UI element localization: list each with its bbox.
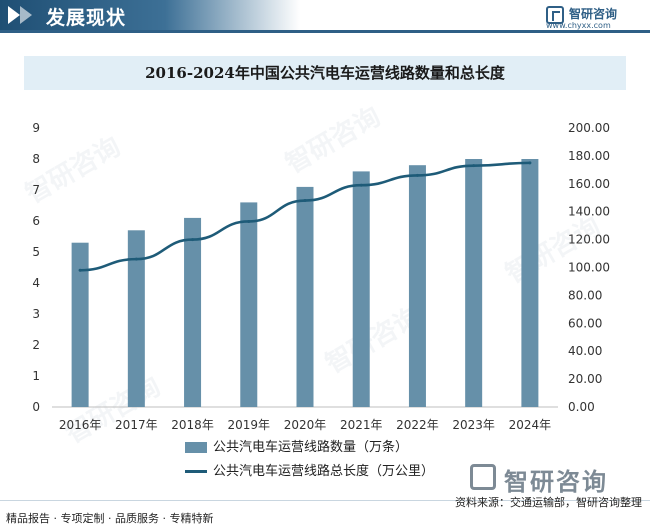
- bar: [184, 217, 202, 407]
- y-left-tick-label: 5: [32, 245, 40, 259]
- y-right-tick-label: 160.00: [568, 177, 610, 191]
- bar: [71, 242, 89, 407]
- line-point: [134, 257, 138, 261]
- legend-item-line: 公共汽电车运营线路总长度（万公里）: [185, 460, 435, 479]
- line-point: [359, 183, 363, 187]
- y-right-tick-label: 60.00: [568, 316, 602, 330]
- chart-title-box: 2016-2024年中国公共汽电车运营线路数量和总长度: [24, 56, 626, 90]
- y-left-tick-label: 3: [32, 307, 40, 321]
- arrow-icon: [8, 6, 20, 24]
- y-right-tick-label: 80.00: [568, 288, 602, 302]
- x-tick-label: 2018年: [171, 418, 214, 432]
- section-title: 发展现状: [46, 7, 127, 29]
- y-right-tick-label: 200.00: [568, 121, 610, 135]
- page-header: 发展现状 智研咨询 www.chyxx.com: [0, 0, 650, 34]
- line-point: [191, 238, 195, 242]
- data-source: 资料来源：交通运输部，智研咨询整理: [455, 496, 642, 509]
- line-point: [472, 164, 476, 168]
- x-tick-label: 2017年: [115, 418, 158, 432]
- legend-swatch: [185, 470, 207, 473]
- x-tick-label: 2020年: [284, 418, 327, 432]
- line-point: [78, 268, 82, 272]
- y-right-tick-label: 0.00: [568, 400, 595, 414]
- logo-url: www.chyxx.com: [546, 21, 611, 30]
- page-footer: 精品报告 · 专项定制 · 品质服务 · 专精特新 资料来源：交通运输部，智研咨…: [0, 496, 650, 526]
- footer-tagline: 精品报告 · 专项定制 · 品质服务 · 专精特新: [6, 512, 214, 525]
- y-left-tick-label: 1: [32, 369, 40, 383]
- x-tick-label: 2023年: [452, 418, 495, 432]
- arrow-icon: [20, 6, 32, 24]
- logo-name: 智研咨询: [569, 7, 618, 21]
- x-tick-label: 2021年: [340, 418, 383, 432]
- footer-divider: [0, 500, 650, 501]
- bar: [521, 159, 539, 407]
- bar: [296, 186, 314, 407]
- bottom-logo-name: 智研咨询: [504, 468, 608, 496]
- header-divider: [0, 30, 650, 33]
- y-right-tick-label: 100.00: [568, 261, 610, 275]
- x-tick-label: 2024年: [509, 418, 552, 432]
- legend-item-bar: 公共汽电车运营线路数量（万条）: [185, 436, 409, 455]
- line-point: [247, 219, 251, 223]
- y-left-tick-label: 8: [32, 152, 40, 166]
- logo-icon: [470, 464, 496, 490]
- bar: [240, 202, 258, 407]
- legend-label: 公共汽电车运营线路数量（万条）: [213, 440, 409, 455]
- line-point: [528, 161, 532, 165]
- y-right-tick-label: 120.00: [568, 233, 610, 247]
- y-left-tick-label: 7: [32, 183, 40, 197]
- y-right-tick-label: 180.00: [568, 149, 610, 163]
- logo-icon: [546, 6, 564, 24]
- header-banner: 发展现状: [0, 0, 300, 30]
- brand-logo: 智研咨询 www.chyxx.com: [546, 4, 636, 30]
- legend-swatch: [185, 442, 207, 453]
- y-left-tick-label: 2: [32, 338, 40, 352]
- legend-label: 公共汽电车运营线路总长度（万公里）: [213, 464, 435, 479]
- bar: [408, 165, 426, 407]
- y-left-tick-label: 9: [32, 121, 40, 135]
- y-right-tick-label: 140.00: [568, 205, 610, 219]
- bar: [352, 171, 370, 407]
- y-left-tick-label: 6: [32, 214, 40, 228]
- y-left-tick-label: 4: [32, 276, 40, 290]
- bottom-logo: 智研咨询: [470, 462, 640, 496]
- x-tick-label: 2019年: [228, 418, 271, 432]
- line-point: [303, 199, 307, 203]
- bar: [465, 159, 483, 407]
- y-right-tick-label: 40.00: [568, 344, 602, 358]
- bar: [127, 230, 145, 407]
- y-left-tick-label: 0: [32, 400, 40, 414]
- chart-title: 2016-2024年中国公共汽电车运营线路数量和总长度: [145, 64, 505, 82]
- y-right-tick-label: 20.00: [568, 372, 602, 386]
- x-tick-label: 2022年: [396, 418, 439, 432]
- x-tick-label: 2016年: [59, 418, 102, 432]
- line-point: [415, 173, 419, 177]
